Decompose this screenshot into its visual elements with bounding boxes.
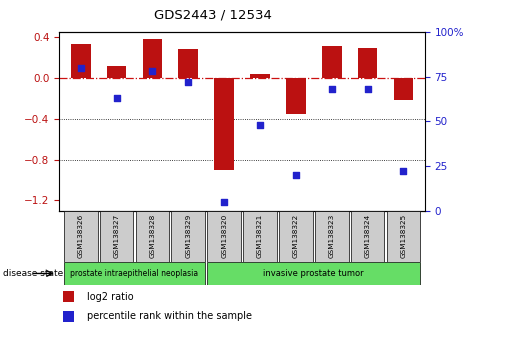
Text: percentile rank within the sample: percentile rank within the sample xyxy=(87,311,252,321)
Text: GSM138324: GSM138324 xyxy=(365,214,370,258)
Point xyxy=(256,122,264,128)
Text: invasive prostate tumor: invasive prostate tumor xyxy=(264,269,364,278)
FancyBboxPatch shape xyxy=(64,262,205,285)
Text: disease state: disease state xyxy=(3,269,63,278)
FancyBboxPatch shape xyxy=(135,211,169,262)
FancyBboxPatch shape xyxy=(207,211,241,262)
Bar xyxy=(357,48,377,78)
Text: GSM138327: GSM138327 xyxy=(114,214,119,258)
Point xyxy=(291,172,300,178)
Text: GDS2443 / 12534: GDS2443 / 12534 xyxy=(154,8,272,21)
FancyBboxPatch shape xyxy=(64,211,97,262)
Point xyxy=(184,79,193,85)
Point xyxy=(364,86,372,92)
Text: GSM138329: GSM138329 xyxy=(185,214,191,258)
Bar xyxy=(63,291,74,302)
Bar xyxy=(178,49,198,78)
Bar xyxy=(393,78,413,100)
Text: prostate intraepithelial neoplasia: prostate intraepithelial neoplasia xyxy=(71,269,199,278)
FancyBboxPatch shape xyxy=(243,211,277,262)
FancyBboxPatch shape xyxy=(387,211,420,262)
Text: GSM138320: GSM138320 xyxy=(221,214,227,258)
Point xyxy=(399,169,407,174)
FancyBboxPatch shape xyxy=(351,211,384,262)
Bar xyxy=(63,311,74,322)
Text: GSM138325: GSM138325 xyxy=(400,214,406,258)
Text: GSM138321: GSM138321 xyxy=(257,214,263,258)
Bar xyxy=(322,46,341,78)
Bar xyxy=(286,78,306,114)
Text: GSM138328: GSM138328 xyxy=(149,214,156,258)
Bar xyxy=(71,44,91,78)
Bar xyxy=(214,78,234,170)
FancyBboxPatch shape xyxy=(279,211,313,262)
Bar xyxy=(107,65,127,78)
FancyBboxPatch shape xyxy=(207,262,420,285)
Text: GSM138322: GSM138322 xyxy=(293,214,299,258)
Point xyxy=(112,95,121,101)
Bar xyxy=(143,39,162,78)
Bar xyxy=(250,74,270,78)
Text: log2 ratio: log2 ratio xyxy=(87,292,133,302)
FancyBboxPatch shape xyxy=(171,211,205,262)
Text: GSM138326: GSM138326 xyxy=(78,214,84,258)
Point xyxy=(148,68,157,74)
Point xyxy=(77,65,85,70)
Text: GSM138323: GSM138323 xyxy=(329,214,335,258)
FancyBboxPatch shape xyxy=(100,211,133,262)
Point xyxy=(328,86,336,92)
FancyBboxPatch shape xyxy=(315,211,349,262)
Point xyxy=(220,199,228,205)
